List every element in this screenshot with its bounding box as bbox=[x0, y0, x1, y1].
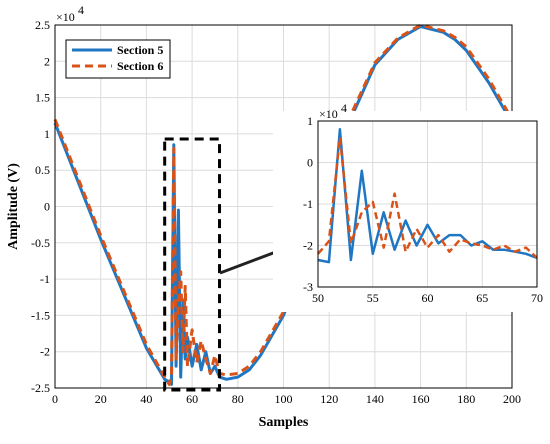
inset-background bbox=[273, 111, 542, 312]
y-tick-label: -1.5 bbox=[31, 308, 50, 322]
inset-plot-frame bbox=[317, 120, 538, 288]
x-tick-label: 60 bbox=[186, 392, 198, 406]
y-tick-label: -1 bbox=[40, 272, 50, 286]
y-axis-label: Amplitude (V) bbox=[6, 163, 21, 250]
main-series-group bbox=[53, 23, 514, 386]
y-tick-label: -1 bbox=[303, 197, 313, 211]
x-tick-label: 120 bbox=[320, 392, 338, 406]
zoom-highlight-box bbox=[163, 137, 222, 392]
main-tick-labels: 0 20 40 60 80 100 120 140 160 180 200-2.5-2-1.5-1-… bbox=[31, 18, 521, 406]
y-tick-label: 0.5 bbox=[35, 163, 50, 177]
y-tick-label: -3 bbox=[303, 280, 313, 294]
x-tick-label: 100 bbox=[275, 392, 293, 406]
x-tick-label: 200 bbox=[503, 392, 521, 406]
inset-tick-labels: 50 55 60 65 70 -3 -2 -1 0 1 bbox=[303, 114, 543, 305]
x-tick-label: 55 bbox=[367, 291, 379, 305]
x-tick-label: 60 bbox=[422, 291, 434, 305]
x-tick-label: 160 bbox=[412, 392, 430, 406]
x-tick-label: 65 bbox=[476, 291, 488, 305]
main-y-multiplier-base: ×10 bbox=[56, 10, 75, 24]
legend-label-section-6: Section 6 bbox=[117, 59, 163, 73]
y-tick-label: 0 bbox=[44, 200, 50, 214]
y-tick-label: 1 bbox=[307, 114, 313, 128]
inset-y-multiplier-exponent: 4 bbox=[341, 101, 347, 115]
inset-y-multiplier: ×10 4 bbox=[319, 101, 347, 121]
y-tick-label: -2.5 bbox=[31, 381, 50, 395]
inset-y-multiplier-base: ×10 bbox=[319, 107, 338, 121]
legend-label-section-5: Section 5 bbox=[117, 43, 163, 57]
x-tick-label: 50 bbox=[312, 291, 324, 305]
inset-series-line-1 bbox=[317, 136, 538, 259]
legend: Section 5 Section 6 bbox=[65, 39, 171, 79]
y-tick-label: -2 bbox=[40, 345, 50, 359]
x-axis-label: Samples bbox=[259, 415, 309, 430]
x-tick-label: 0 bbox=[52, 392, 58, 406]
x-tick-label: 40 bbox=[140, 392, 152, 406]
x-tick-label: 180 bbox=[457, 392, 475, 406]
main-y-multiplier-exponent: 4 bbox=[78, 3, 84, 17]
y-tick-label: 2 bbox=[44, 54, 50, 68]
y-tick-label: 1 bbox=[44, 127, 50, 141]
x-tick-label: 140 bbox=[366, 392, 384, 406]
inset-series-group bbox=[317, 128, 538, 264]
y-tick-label: 0 bbox=[307, 156, 313, 170]
main-y-multiplier: ×10 4 bbox=[56, 3, 84, 24]
y-tick-label: 1.5 bbox=[35, 91, 50, 105]
y-tick-label: 2.5 bbox=[35, 18, 50, 32]
legend-box bbox=[65, 39, 171, 79]
main-series-line-1 bbox=[53, 23, 514, 386]
x-tick-label: 70 bbox=[531, 291, 543, 305]
inset-series-line-0 bbox=[317, 128, 538, 264]
y-tick-label: -0.5 bbox=[31, 236, 50, 250]
x-tick-label: 20 bbox=[95, 392, 107, 406]
y-tick-label: -2 bbox=[303, 239, 313, 253]
x-tick-label: 80 bbox=[232, 392, 244, 406]
